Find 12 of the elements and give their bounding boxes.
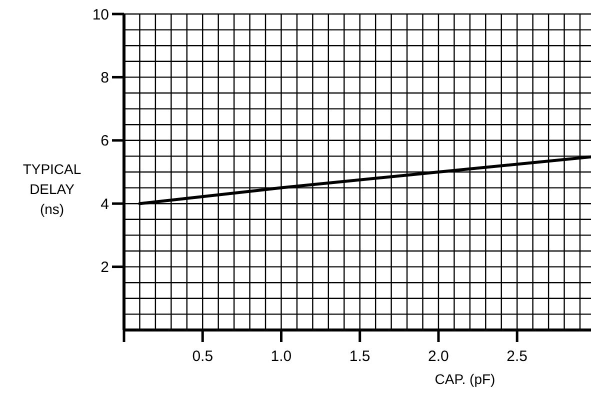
x-tick-label: 1.0 [270,348,292,365]
y-tick-label: 8 [100,69,109,86]
x-tick-label: 0.5 [192,348,214,365]
y-tick-label: 10 [92,6,109,24]
x-tick-label: 2.5 [506,348,528,365]
x-tick-label: 1.5 [349,348,370,365]
y-tick-label: 6 [100,132,109,150]
x-axis-title: CAP. (pF) [434,371,496,387]
y-tick-label: 2 [100,259,109,276]
y-axis-title: TYPICAL DELAY (ns) [22,161,82,217]
y-tick-label: 4 [100,196,109,213]
x-tick-label: 2.0 [428,348,449,365]
